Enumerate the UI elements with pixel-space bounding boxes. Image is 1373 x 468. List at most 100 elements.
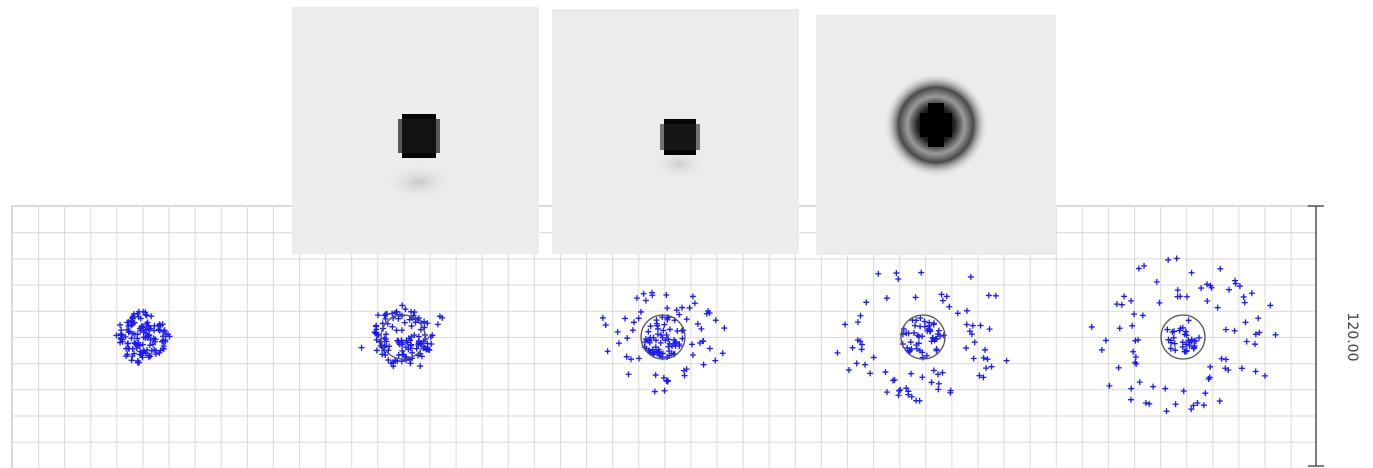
- ray-point: [678, 304, 685, 311]
- ray-point: [980, 374, 987, 381]
- ray-point: [1129, 322, 1136, 329]
- ray-point: [128, 335, 135, 342]
- ray-point: [984, 356, 991, 363]
- ray-point: [930, 367, 937, 374]
- ray-point: [627, 356, 634, 363]
- ray-point: [126, 345, 133, 352]
- ray-point: [625, 371, 632, 378]
- ray-point: [681, 372, 688, 379]
- ray-point: [939, 369, 946, 376]
- ray-point: [624, 335, 631, 342]
- ray-point: [407, 342, 414, 349]
- ray-point: [921, 318, 928, 325]
- ray-point: [1240, 293, 1247, 300]
- ray-point: [384, 311, 391, 318]
- ray-point: [117, 335, 124, 342]
- ray-point: [968, 331, 975, 338]
- ray-point: [1248, 290, 1255, 297]
- ray-point: [630, 319, 637, 326]
- ray-point: [126, 328, 133, 335]
- ray-point: [917, 314, 924, 321]
- ray-point: [963, 307, 970, 314]
- ray-point: [1135, 336, 1142, 343]
- ray-point: [697, 339, 704, 346]
- ray-point: [1236, 283, 1243, 290]
- ray-point: [1204, 281, 1211, 288]
- ray-point: [862, 361, 869, 368]
- ray-point: [673, 307, 680, 314]
- ray-point: [641, 339, 648, 346]
- ray-point: [986, 326, 993, 333]
- ray-point: [1177, 293, 1184, 300]
- ray-point: [683, 366, 690, 373]
- ray-point: [389, 323, 396, 330]
- ray-point: [629, 327, 636, 334]
- ray-point: [908, 370, 915, 377]
- ray-point: [163, 331, 170, 338]
- ray-point: [903, 385, 910, 392]
- ray-point: [1202, 390, 1209, 397]
- ray-point: [405, 346, 412, 353]
- ray-point: [1238, 365, 1245, 372]
- ray-point: [429, 332, 436, 339]
- ray-point: [393, 327, 400, 334]
- ray-point: [919, 349, 926, 356]
- psf-halo: [651, 148, 707, 180]
- ray-point: [905, 391, 912, 398]
- ray-point: [379, 351, 386, 358]
- scale-bar-label: 120.00: [1344, 312, 1360, 362]
- ray-point: [1196, 334, 1203, 341]
- ray-point: [1256, 329, 1263, 336]
- ray-point: [857, 312, 864, 319]
- ray-point: [963, 345, 970, 352]
- ray-point: [1174, 287, 1181, 294]
- ray-point: [1183, 332, 1190, 339]
- ray-point: [890, 377, 897, 384]
- ray-point: [870, 354, 877, 361]
- ray-point: [1218, 355, 1225, 362]
- ray-point: [1226, 286, 1233, 293]
- ray-point: [1153, 278, 1160, 285]
- ray-point: [665, 336, 672, 343]
- ray-point: [375, 312, 382, 319]
- ray-point: [1142, 400, 1149, 407]
- ray-point: [428, 341, 435, 348]
- ray-point: [136, 351, 143, 358]
- ray-point: [1206, 374, 1213, 381]
- ray-point: [663, 331, 670, 338]
- ray-point: [897, 386, 904, 393]
- ray-point: [152, 338, 159, 345]
- ray-point: [928, 379, 935, 386]
- ray-point: [1121, 293, 1128, 300]
- ray-point: [663, 377, 670, 384]
- ray-point: [358, 344, 365, 351]
- ray-point: [913, 342, 920, 349]
- ray-point: [1127, 396, 1134, 403]
- ray-point: [399, 302, 406, 309]
- ray-point: [935, 371, 942, 378]
- ray-point: [652, 344, 659, 351]
- ray-point: [1204, 297, 1211, 304]
- ray-point: [1225, 366, 1232, 373]
- ray-point: [1179, 343, 1186, 350]
- ray-point: [672, 338, 679, 345]
- ray-point: [1141, 262, 1148, 269]
- ray-point: [1194, 399, 1201, 406]
- ray-point: [128, 357, 135, 364]
- ray-point: [895, 275, 902, 282]
- ray-point: [1207, 282, 1214, 289]
- ray-point: [686, 304, 693, 311]
- ray-point: [1242, 319, 1249, 326]
- ray-point: [434, 321, 441, 328]
- ray-point: [918, 269, 925, 276]
- ray-point: [1216, 398, 1223, 405]
- ray-point: [854, 319, 861, 326]
- ray-point: [1191, 337, 1198, 344]
- ray-point: [1185, 317, 1192, 324]
- ray-point: [1171, 340, 1178, 347]
- ray-point: [604, 348, 611, 355]
- ray-point: [1222, 326, 1229, 333]
- ray-point: [1262, 372, 1269, 379]
- ray-point: [623, 353, 630, 360]
- ray-point: [937, 333, 944, 340]
